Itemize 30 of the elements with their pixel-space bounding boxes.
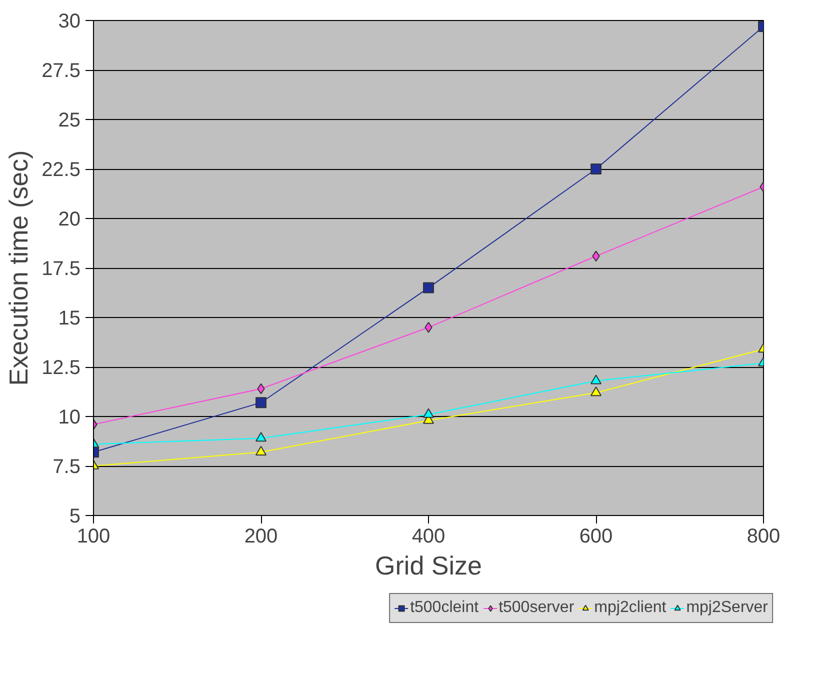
point	[590, 164, 602, 174]
x-tick-label: 600	[579, 526, 613, 548]
x-tick-label: 100	[76, 526, 110, 548]
y-tick-label: 5	[69, 506, 80, 528]
point	[423, 408, 434, 418]
point	[423, 282, 434, 294]
legend-label: t500cleint	[410, 599, 479, 617]
y-tick-label: 10	[58, 406, 81, 428]
point	[256, 397, 266, 408]
y-tick-label: 27.5	[42, 60, 81, 82]
point	[590, 374, 602, 384]
legend-label: t500server	[498, 599, 574, 617]
point	[590, 386, 602, 396]
x-tick-label: 800	[746, 526, 780, 548]
y-axis-title: Execution time (sec)	[4, 150, 34, 386]
point	[256, 432, 266, 442]
y-tick-label: 25	[58, 110, 81, 132]
legend-label: mpj2client	[594, 599, 666, 617]
y-tick-label: 7.5	[52, 456, 81, 478]
y-tick-label: 17.5	[42, 258, 81, 280]
y-tick-label: 20	[58, 208, 81, 230]
x-axis-title: Grid Size	[375, 550, 482, 580]
x-tick-label: 400	[412, 526, 446, 548]
legend-label: mpj2Server	[686, 599, 768, 617]
y-tick-label: 22.5	[42, 159, 81, 181]
y-tick-label: 15	[58, 308, 81, 330]
point	[256, 446, 266, 456]
x-tick-label: 200	[244, 526, 278, 548]
y-tick-label: 12.5	[42, 357, 81, 379]
y-tick-label: 30	[58, 10, 81, 32]
